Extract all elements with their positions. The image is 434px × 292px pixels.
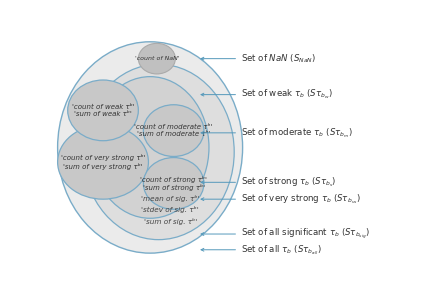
Text: 'count of weak τᵇ'
'sum of weak τᵇ': 'count of weak τᵇ' 'sum of weak τᵇ' (72, 104, 135, 117)
Ellipse shape (68, 80, 138, 141)
Text: 'sum of sig. τᵇ': 'sum of sig. τᵇ' (144, 218, 197, 225)
Text: 'count of NaN': 'count of NaN' (135, 56, 179, 61)
Text: 'count of very strong τᵇ'
'sum of very strong τᵇ': 'count of very strong τᵇ' 'sum of very s… (61, 154, 145, 170)
Text: Set of very strong $\tau_b$ $(S\tau_{b_{vs}})$: Set of very strong $\tau_b$ $(S\tau_{b_{… (241, 192, 361, 206)
Text: 'count of strong τᵇ'
'sum of strong τᵇ': 'count of strong τᵇ' 'sum of strong τᵇ' (140, 176, 207, 191)
Ellipse shape (91, 77, 209, 218)
Ellipse shape (58, 125, 148, 199)
Text: 'mean of sig. τᵇ': 'mean of sig. τᵇ' (141, 194, 200, 201)
Text: Set of all $\tau_b$ $(S\tau_{b_{all}})$: Set of all $\tau_b$ $(S\tau_{b_{all}})$ (241, 243, 322, 257)
Text: Set of $NaN$ $(S_{NaN})$: Set of $NaN$ $(S_{NaN})$ (241, 52, 316, 65)
Ellipse shape (138, 43, 175, 74)
Text: Set of strong $\tau_b$ $(S\tau_{b_s})$: Set of strong $\tau_b$ $(S\tau_{b_s})$ (241, 175, 336, 189)
Ellipse shape (143, 105, 204, 157)
Ellipse shape (58, 42, 243, 253)
Text: Set of moderate $\tau_b$ $(S\tau_{b_m})$: Set of moderate $\tau_b$ $(S\tau_{b_m})$ (241, 126, 352, 140)
Text: Set of weak $\tau_b$ $(S\tau_{b_w})$: Set of weak $\tau_b$ $(S\tau_{b_w})$ (241, 88, 332, 101)
Ellipse shape (83, 64, 234, 240)
Text: Set of all significant $\tau_b$ $(S\tau_{b_{sig}})$: Set of all significant $\tau_b$ $(S\tau_… (241, 227, 370, 241)
Text: 'count of moderate τᵇ'
'sum of moderate τᵇ': 'count of moderate τᵇ' 'sum of moderate … (135, 124, 213, 137)
Text: 'stdev of sig. τᵇ': 'stdev of sig. τᵇ' (141, 206, 199, 213)
Ellipse shape (143, 158, 204, 209)
